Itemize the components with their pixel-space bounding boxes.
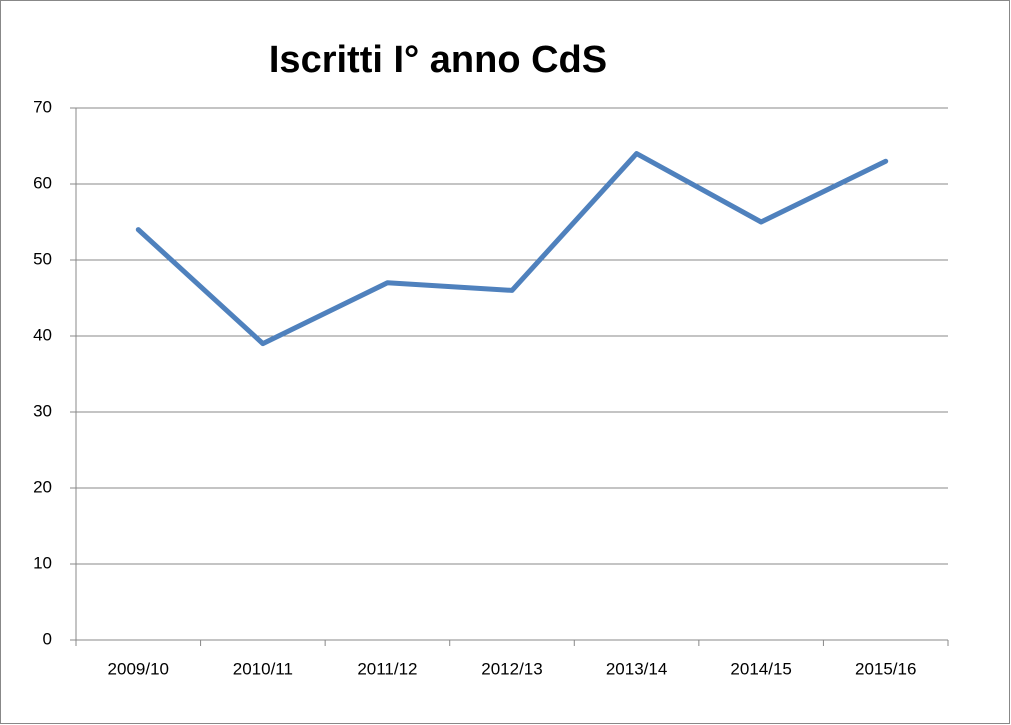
x-tick-label: 2012/13	[481, 659, 542, 678]
y-tick-label: 60	[33, 173, 52, 192]
y-tick-label: 30	[33, 401, 52, 420]
line-series	[135, 151, 889, 347]
y-tick-label: 20	[33, 477, 52, 496]
x-tick-label: 2014/15	[730, 659, 791, 678]
x-tick-label: 2011/12	[357, 659, 417, 678]
x-tick-label: 2013/14	[606, 659, 667, 678]
x-tick-label: 2009/10	[108, 659, 169, 678]
x-tick-label: 2015/16	[855, 659, 916, 678]
y-tick-label: 40	[33, 325, 52, 344]
x-tick-label: 2010/11	[233, 659, 293, 678]
y-tick-label: 10	[33, 553, 52, 572]
chart-title: Iscritti I° anno CdS	[269, 39, 607, 81]
y-tick-label: 0	[43, 629, 52, 648]
y-tick-label: 70	[33, 97, 52, 116]
y-tick-label: 50	[33, 249, 52, 268]
